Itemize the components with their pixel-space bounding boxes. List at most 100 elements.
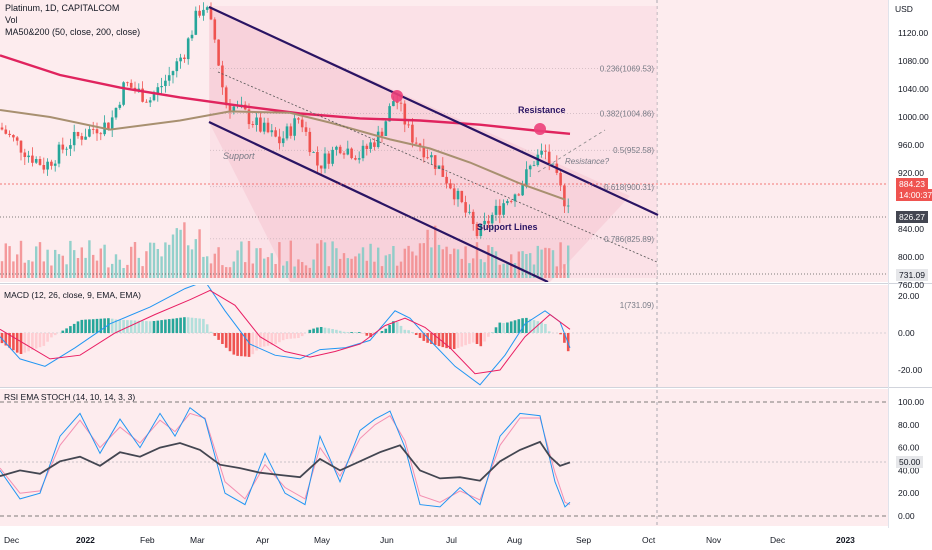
macd-histogram-bar [274,333,277,345]
macd-histogram-bar [148,321,152,333]
volume-bar [160,256,163,278]
macd-histogram-bar [468,333,471,344]
macd-histogram-bar [167,319,171,333]
volume-bar [464,246,467,278]
candle-body [399,102,403,104]
macd-histogram-bar [403,329,407,333]
volume-bar [255,248,258,278]
macd-histogram-bar [12,333,15,351]
candle-body [346,148,350,155]
volume-bar [365,260,368,278]
macd-histogram-bar [475,333,479,344]
macd-histogram-bar [456,333,460,348]
volume-bar [111,263,114,278]
macd-histogram-bar [407,330,410,333]
time-tick-label: Jul [446,535,457,545]
currency-label: USD [895,4,913,14]
price-tick-label: 1040.00 [898,84,929,94]
macd-histogram-bar [183,317,186,333]
level-badge-826: 826.27 [896,211,928,223]
macd-histogram-bar [69,326,72,333]
resistance-touch-marker[interactable] [391,90,403,102]
candle-body [392,101,395,107]
volume-bar [491,247,494,278]
volume-bar [4,243,7,278]
candle-body [335,146,338,150]
channel-upper-line[interactable] [208,6,659,216]
volume-bar [449,254,452,278]
volume-bar [403,248,406,278]
volume-bar [221,265,224,278]
candle-body [513,194,517,202]
macd-title[interactable]: MACD (12, 26, close, 9, EMA, EMA) [4,290,141,300]
macd-histogram-bar [471,333,475,343]
macd-histogram-bar [525,317,528,333]
fib-level-label: 0.382(1004.86) [600,110,655,119]
candle-body [331,149,334,164]
resistance-projection-line[interactable] [537,129,606,173]
time-tick-label: Dec [4,535,20,545]
candle-body [262,122,266,132]
macd-histogram-bar [15,333,19,353]
macd-histogram-bar [297,333,300,338]
candle-body [202,9,205,16]
candle-body [281,138,285,144]
ma-indicator-label[interactable]: MA50&200 (50, close, 200, close) [5,27,141,37]
candle-body [437,165,441,169]
candle-body [479,224,483,236]
volume-indicator-label[interactable]: Vol [5,15,18,25]
support-label[interactable]: Support [223,151,255,161]
macd-histogram-bar [129,320,133,333]
resistance-question-label[interactable]: Resistance? [565,157,610,166]
volume-bar [236,250,239,278]
candle-body [468,211,471,213]
chart-title[interactable]: Platinum, 1D, CAPITALCOM [5,3,120,13]
resistance-label[interactable]: Resistance [518,105,566,115]
macd-histogram-bar [289,333,293,339]
resistance-touch-marker[interactable] [534,123,546,135]
candle-body [122,82,125,105]
volume-bar [149,242,152,278]
volume-bar [202,256,205,278]
volume-bar [65,264,68,278]
macd-histogram-bar [61,330,65,333]
candle-body [388,106,391,122]
macd-histogram-bar [232,333,236,355]
channel-lower-line[interactable] [208,121,549,282]
macd-histogram-bar [38,333,42,348]
macd-histogram-bar [319,327,323,333]
candle-body [53,163,57,166]
macd-histogram-bar [50,333,53,338]
candle-body [228,105,232,112]
candle-body [183,57,186,59]
candle-body [559,172,562,186]
macd-histogram-bar [331,329,334,333]
volume-bar [27,260,30,278]
macd-histogram-bar [251,333,255,355]
candle-body [350,148,353,159]
price-tick-label: 840.00 [898,224,924,234]
candle-body [376,131,380,147]
volume-bar [377,247,380,278]
rsi-title[interactable]: RSI EMA STOCH (14, 10, 14, 3, 3) [4,392,136,402]
candle-body [84,136,87,140]
macd-signal-line [0,289,571,375]
candle-body [430,155,433,158]
candle-body [175,61,179,72]
volume-bar [399,261,403,278]
volume-bar [532,264,536,278]
price-tick-label: 960.00 [898,140,924,150]
volume-bar [156,249,159,278]
candle-body [300,119,304,128]
rsi-tick-label: 40.00 [898,465,920,475]
support-lines-label[interactable]: Support Lines [477,222,538,232]
rsi-tick-label: 20.00 [898,488,920,498]
volume-bar [339,258,342,278]
macd-histogram-bar [414,333,418,335]
macd-histogram-bar [95,318,99,333]
volume-bar [479,259,482,278]
ma200-line [0,54,571,135]
candle-body [190,34,194,39]
candle-body [167,75,171,81]
